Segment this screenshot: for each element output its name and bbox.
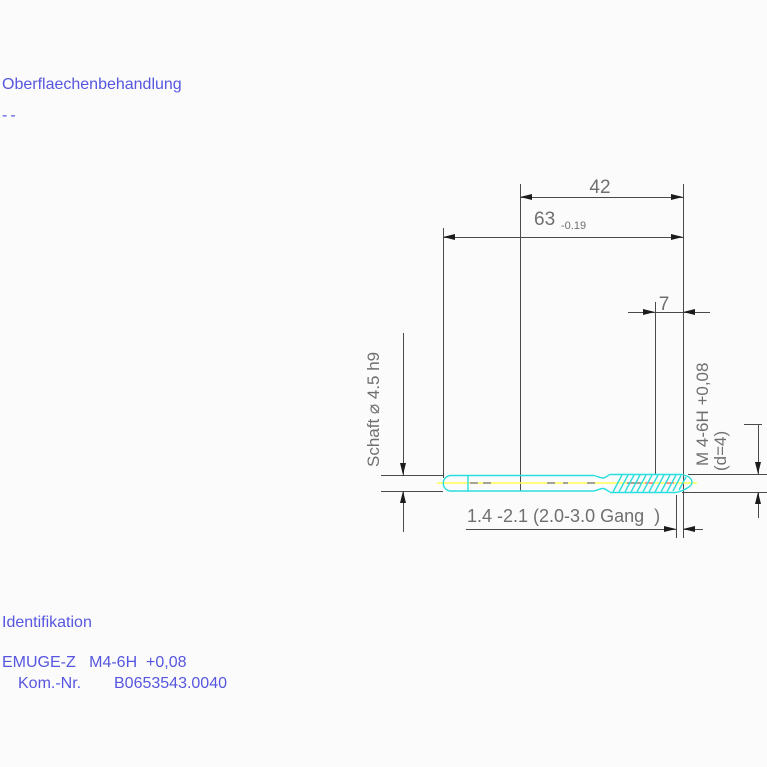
surface-treatment-value: -- — [2, 107, 19, 124]
thread-dimension-line-lower — [758, 492, 759, 518]
kom-nr-label: Kom.-Nr. — [18, 675, 82, 692]
arrow-chamfer-right-icon — [683, 526, 695, 532]
dimension-tolerance-63: -0.19 — [561, 220, 587, 232]
dimension-text-42: 42 — [589, 177, 611, 198]
arrow-42-right-icon — [671, 194, 683, 200]
thread-extension-top — [688, 474, 767, 475]
arrow-thread-top-icon — [755, 462, 761, 474]
thread-flutes — [612, 474, 687, 493]
thread-dimension-end-tick — [744, 424, 762, 425]
arrow-42-left-icon — [520, 194, 532, 200]
tap-tool-drawing — [437, 473, 697, 494]
dimension-line-42 — [520, 197, 683, 198]
surface-treatment-label: Oberflaechenbehandlung — [2, 76, 182, 93]
extension-line-42-left — [520, 184, 521, 491]
shank-extension-top — [381, 475, 443, 476]
thread-dimension-line-upper — [758, 425, 759, 474]
thread-section — [610, 473, 693, 494]
extension-line-chamfer-left — [676, 495, 677, 538]
arrow-thread-bottom-icon — [755, 492, 761, 504]
arrow-7-right-icon — [683, 309, 695, 315]
thread-spec-sub-label: (d=4) — [711, 430, 730, 471]
identification-line1: EMUGE-Z M4-6H +0,08 — [2, 654, 187, 671]
arrow-shank-bottom-icon — [400, 491, 406, 503]
arrow-63-left-icon — [443, 234, 455, 240]
dimension-text-7: 7 — [658, 294, 670, 315]
shank-dimension-line-lower — [403, 491, 404, 532]
dimension-line-63 — [443, 237, 683, 238]
extension-line-right — [683, 184, 684, 538]
arrow-chamfer-left-icon — [664, 526, 676, 532]
shank-dimension-line-upper — [403, 333, 404, 475]
arrow-7-left-icon — [643, 309, 655, 315]
kom-nr-value: B0653543.0040 — [114, 675, 227, 692]
square-drive-end — [442, 474, 469, 492]
thread-spec-label: M 4-6H +0,08 — [693, 362, 712, 466]
arrow-shank-top-icon — [400, 463, 406, 475]
dimension-text-63: 63 — [534, 209, 556, 230]
dimension-line-7 — [628, 312, 710, 313]
identification-label: Identifikation — [2, 614, 92, 631]
arrow-63-right-icon — [671, 234, 683, 240]
extension-line-7-left — [655, 302, 656, 474]
shank-diameter-label: Schaft ⌀ 4.5 h9 — [364, 351, 383, 467]
chamfer-label: 1.4 -2.1 (2.0-3.0 Gang ) — [467, 506, 661, 526]
extension-line-overall-left — [443, 228, 444, 478]
neck — [593, 473, 611, 493]
shank — [468, 474, 594, 492]
thread-extension-bottom — [682, 492, 767, 493]
chamfer-dimension-line — [466, 529, 676, 530]
shank-extension-bottom — [381, 491, 443, 492]
